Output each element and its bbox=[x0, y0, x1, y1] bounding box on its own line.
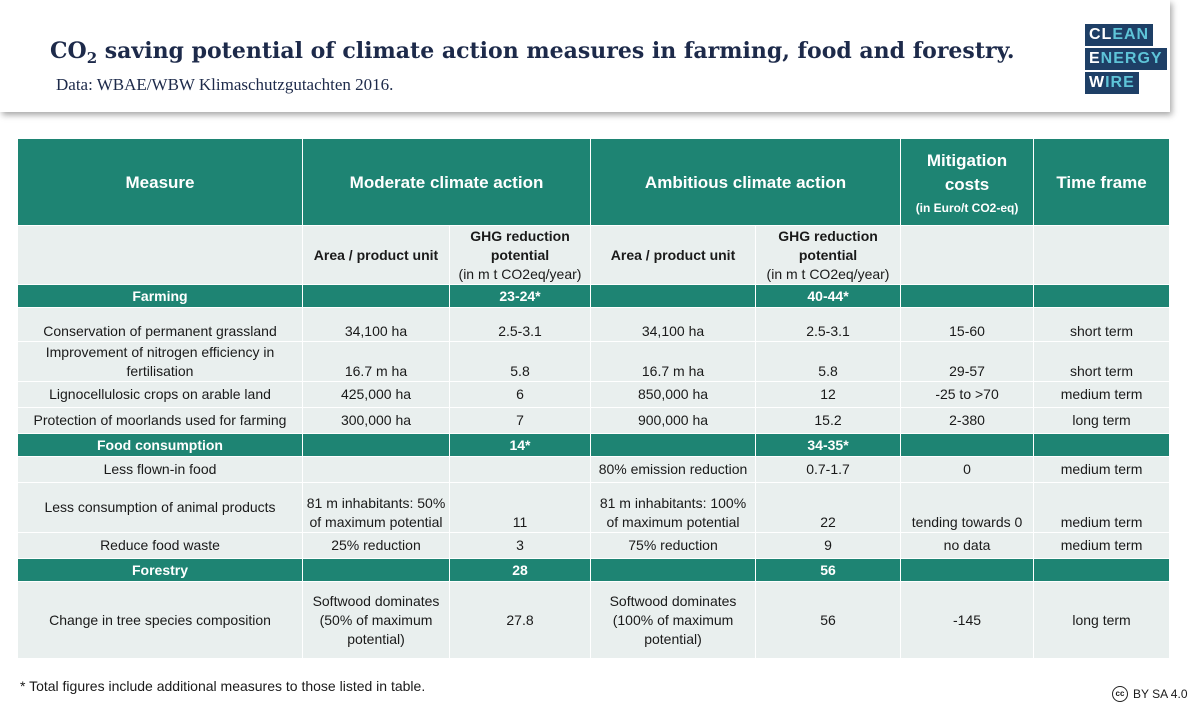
subheader-ghg-ambitious: GHG reduction potential (in m t CO2eq/year… bbox=[755, 225, 902, 285]
header-measure: Measure bbox=[17, 138, 303, 226]
clean-energy-wire-logo: CLEAN ENERGY WIRE bbox=[1085, 24, 1167, 96]
measures-table: Measure Moderate climate action Ambitiou… bbox=[17, 138, 1171, 659]
table-row: Less flown-in food 80% emission reductio… bbox=[17, 456, 1171, 483]
subheader-ghg-moderate: GHG reduction potential (in m t CO2eq/year… bbox=[448, 225, 592, 285]
header-mitigation-costs: Mitigation costs (in Euro/t CO2-eq) bbox=[900, 138, 1035, 226]
table-row: Improvement of nitrogen efficiency in fer… bbox=[17, 341, 1171, 382]
subheader-area-moderate: Area / product unit bbox=[302, 225, 450, 285]
table-row: Lignocellulosic crops on arable land 425… bbox=[17, 381, 1171, 408]
header-card: CO2 saving potential of climate action m… bbox=[0, 0, 1170, 112]
category-row-food: Food consumption 14* 34-35* bbox=[17, 433, 1171, 457]
subheader-area-ambitious: Area / product unit bbox=[590, 225, 757, 285]
header-time-frame: Time frame bbox=[1033, 138, 1171, 226]
license-text: BY SA 4.0 bbox=[1133, 687, 1188, 701]
table-header-row: Measure Moderate climate action Ambitiou… bbox=[17, 138, 1171, 226]
table-row: Less consumption of animal products 81 m… bbox=[17, 482, 1171, 533]
header-ambitious: Ambitious climate action bbox=[590, 138, 902, 226]
footnote: * Total figures include additional measu… bbox=[20, 678, 426, 694]
data-source: Data: WBAE/WBW Klimaschutzgutachten 2016… bbox=[56, 75, 394, 94]
header-moderate: Moderate climate action bbox=[301, 138, 592, 226]
table-row: Conservation of permanent grassland 34,1… bbox=[17, 307, 1171, 342]
table-row: Protection of moorlands used for farming… bbox=[17, 407, 1171, 434]
category-row-forestry: Forestry 28 56 bbox=[17, 558, 1171, 582]
page-title: CO2 saving potential of climate action m… bbox=[50, 38, 1015, 67]
category-row-farming: Farming 23-24* 40-44* bbox=[17, 284, 1171, 308]
table-row: Reduce food waste 25% reduction 3 75% re… bbox=[17, 532, 1171, 559]
table-row: Change in tree species composition Softw… bbox=[17, 581, 1171, 659]
table-subheader-row: Area / product unit GHG reduction potenti… bbox=[17, 225, 1171, 285]
license-badge: cc BY SA 4.0 bbox=[1112, 686, 1188, 702]
creative-commons-icon: cc bbox=[1112, 686, 1128, 702]
